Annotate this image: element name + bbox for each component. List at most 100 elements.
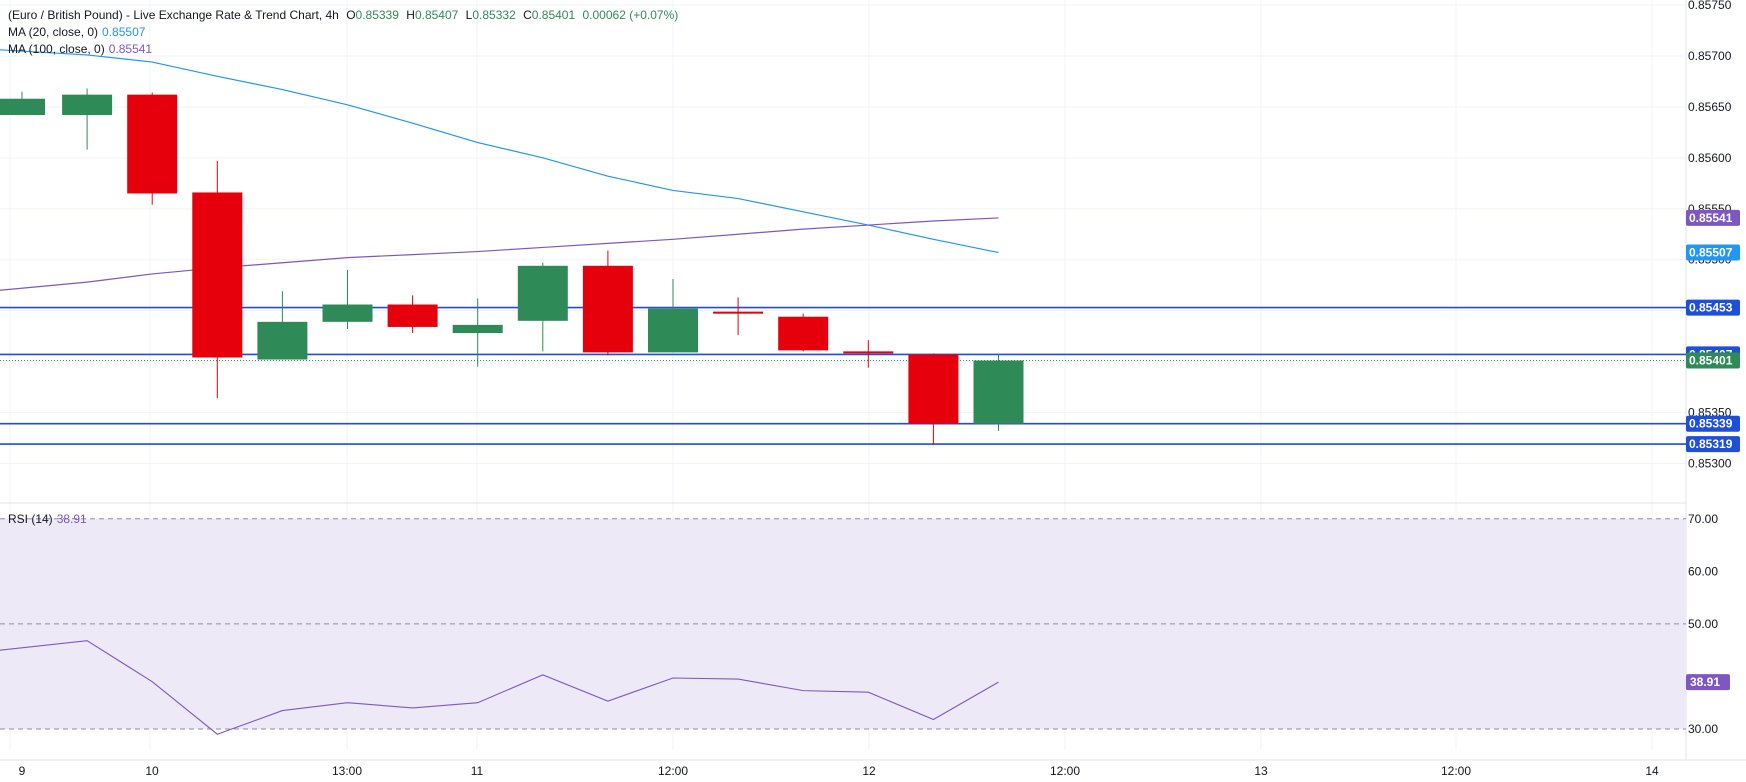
grid-lines: [0, 0, 1746, 761]
time-tick-label: 12:00: [1050, 764, 1080, 778]
price-badge-label: 0.85507: [1689, 246, 1733, 260]
support-resistance-lines[interactable]: [0, 306, 1686, 445]
rsi-badge-bg: [1686, 674, 1730, 691]
price-tick-label: 0.85650: [1688, 100, 1732, 114]
time-tick-label: 10: [145, 764, 159, 778]
candle-bearish[interactable]: [192, 160, 243, 399]
price-badge: 0.85339: [1686, 415, 1740, 432]
close-label: C: [523, 8, 532, 22]
candle-body: [322, 304, 373, 322]
ma100-value: 0.85541: [108, 42, 153, 56]
time-tick-label: 9: [19, 764, 26, 778]
moving-averages: [0, 49, 999, 291]
candle-body: [517, 265, 568, 321]
candle-bullish[interactable]: [648, 279, 698, 353]
candle-bullish[interactable]: [973, 354, 1024, 431]
open-label: O: [346, 8, 356, 22]
rsi-line-group: [0, 640, 999, 735]
price-badge: 0.85541: [1686, 209, 1740, 226]
candle-bearish[interactable]: [908, 353, 959, 446]
time-tick-label: 11: [471, 764, 484, 778]
candle-body: [62, 94, 113, 116]
candle-bearish[interactable]: [843, 340, 894, 368]
price-badge-label: 0.85319: [1689, 437, 1733, 451]
rsi-tick-label: 50.00: [1688, 617, 1718, 631]
candle-bullish[interactable]: [322, 269, 373, 329]
rsi-tick-label: 30.00: [1688, 722, 1718, 736]
time-tick-label: 13:00: [332, 764, 362, 778]
price-badge-label: 0.85453: [1689, 301, 1733, 315]
candle-bearish[interactable]: [127, 92, 178, 205]
ma100-label: MA (100, close, 0): [8, 42, 105, 56]
chart-title: (Euro / British Pound) - Live Exchange R…: [8, 8, 339, 22]
candle-body: [843, 351, 894, 354]
candle-body: [648, 308, 698, 353]
price-badge-bg: [1686, 352, 1740, 369]
rsi-label: RSI (14): [8, 512, 53, 526]
rsi-value: 38.91: [56, 512, 87, 526]
rsi-badge-label: 38.91: [1690, 675, 1720, 689]
time-tick-label: 12: [862, 764, 876, 778]
candle-bearish[interactable]: [713, 297, 764, 336]
high-label: H: [406, 8, 415, 22]
symbol-legend: (Euro / British Pound) - Live Exchange R…: [8, 7, 678, 23]
close-value: 0.85401: [531, 8, 576, 22]
rsi-tick-label: 70.00: [1688, 512, 1718, 526]
price-badge-bg: [1686, 209, 1740, 226]
price-tick-label: 0.85750: [1688, 0, 1732, 12]
ma100-line: [0, 217, 999, 291]
change-value: 0.00062 (+0.07%): [582, 8, 679, 22]
rsi-badge: 38.91: [1686, 674, 1730, 691]
candle-body: [257, 321, 308, 360]
high-value: 0.85407: [414, 8, 459, 22]
candle-body: [582, 265, 633, 353]
candle-bearish[interactable]: [387, 295, 438, 334]
time-tick-label: 14: [1645, 764, 1659, 778]
low-label: L: [465, 8, 473, 22]
candle-body: [192, 192, 243, 358]
price-badge-label: 0.85541: [1689, 211, 1733, 225]
price-tick-label: 0.85300: [1688, 456, 1732, 470]
ma100-legend: MA (100, close, 0) 0.85541: [8, 41, 152, 57]
candle-body: [452, 324, 503, 334]
price-badge-label: 0.85339: [1689, 417, 1733, 431]
time-tick-label: 13: [1254, 764, 1268, 778]
price-badge-bg: [1686, 415, 1740, 432]
candle-body: [127, 94, 178, 194]
time-tick-label: 12:00: [1441, 764, 1471, 778]
price-badge-label: 0.85401: [1689, 354, 1733, 368]
rsi-legend: RSI (14) 38.91: [8, 511, 87, 527]
price-badge: 0.85507: [1686, 244, 1740, 261]
price-badge: 0.85401: [1686, 352, 1740, 369]
price-badge-bg: [1686, 244, 1740, 261]
ma20-value: 0.85507: [102, 25, 146, 39]
candles[interactable]: [0, 88, 1024, 446]
candle-body: [387, 304, 438, 327]
candle-bearish[interactable]: [778, 313, 829, 352]
candle-body: [0, 98, 45, 116]
low-value: 0.85332: [472, 8, 516, 22]
candle-body: [973, 360, 1024, 424]
price-badge: 0.85453: [1686, 299, 1740, 316]
rsi-tick-label: 60.00: [1688, 564, 1718, 578]
candle-bearish[interactable]: [582, 250, 633, 356]
rsi-panel-background: [0, 518, 1686, 730]
candle-bullish[interactable]: [62, 88, 113, 150]
price-badge-bg: [1686, 299, 1740, 316]
ma20-legend: MA (20, close, 0) 0.85507: [8, 24, 145, 40]
price-tick-label: 0.85700: [1688, 49, 1732, 63]
candle-body: [908, 354, 959, 424]
time-tick-label: 12:00: [658, 764, 688, 778]
candle-body: [778, 316, 829, 351]
price-badge-bg: [1686, 436, 1740, 453]
rsi-line: [0, 640, 999, 735]
open-value: 0.85339: [355, 8, 399, 22]
ma20-label: MA (20, close, 0): [8, 25, 99, 39]
candle-bullish[interactable]: [452, 298, 503, 367]
price-badges: 0.855410.855070.854530.854070.854010.853…: [1686, 209, 1740, 691]
candle-bullish[interactable]: [0, 91, 45, 116]
candle-bullish[interactable]: [257, 291, 308, 360]
candle-bullish[interactable]: [517, 262, 568, 352]
